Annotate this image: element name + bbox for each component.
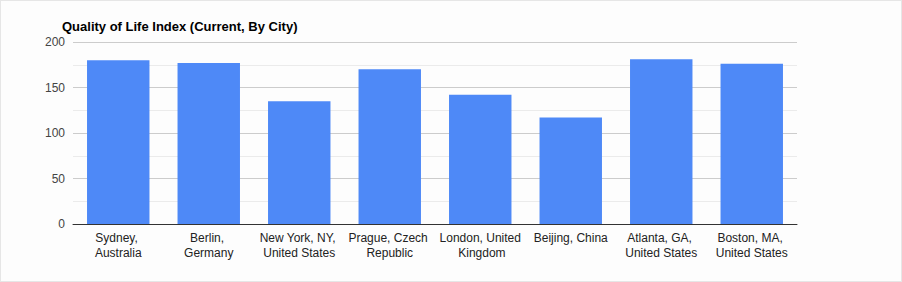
- svg-text:Australia: Australia: [95, 246, 142, 260]
- svg-text:New York, NY,: New York, NY,: [260, 231, 339, 245]
- svg-text:Beijing, China: Beijing, China: [534, 231, 608, 245]
- svg-text:150: 150: [45, 81, 65, 95]
- svg-text:Germany: Germany: [184, 246, 233, 260]
- svg-text:Kingdom: Kingdom: [455, 246, 506, 260]
- svg-text:50: 50: [52, 172, 66, 186]
- svg-text:Sydney,: Sydney,: [95, 231, 141, 245]
- svg-text:Quality of Life Index (Current: Quality of Life Index (Current, By City): [62, 19, 297, 34]
- svg-text:Boston, MA,: Boston, MA,: [717, 231, 786, 245]
- svg-text:Atlanta, GA,: Atlanta, GA,: [627, 231, 695, 245]
- svg-text:100: 100: [45, 126, 65, 140]
- svg-text:Prague, Czech: Prague, Czech: [348, 231, 431, 245]
- svg-text:United States: United States: [263, 246, 335, 260]
- svg-text:London, United: London, United: [440, 231, 521, 245]
- svg-text:0: 0: [58, 217, 65, 231]
- svg-text:Berlin,: Berlin,: [190, 231, 227, 245]
- svg-text:United States: United States: [716, 246, 788, 260]
- svg-text:United States: United States: [625, 246, 697, 260]
- svg-text:200: 200: [45, 35, 65, 49]
- svg-text:Republic: Republic: [366, 246, 413, 260]
